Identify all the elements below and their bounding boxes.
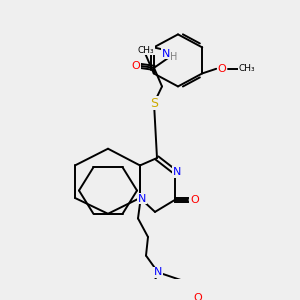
Text: CH₃: CH₃: [239, 64, 256, 73]
Text: O: O: [190, 195, 200, 205]
Text: N: N: [173, 167, 181, 177]
Text: N: N: [162, 49, 170, 59]
Text: N: N: [138, 194, 146, 204]
Text: S: S: [150, 97, 158, 110]
Text: O: O: [132, 61, 140, 71]
Text: CH₃: CH₃: [137, 46, 154, 55]
Text: N: N: [154, 267, 162, 277]
Text: H: H: [170, 52, 178, 62]
Text: O: O: [218, 64, 226, 74]
Text: O: O: [194, 293, 202, 300]
